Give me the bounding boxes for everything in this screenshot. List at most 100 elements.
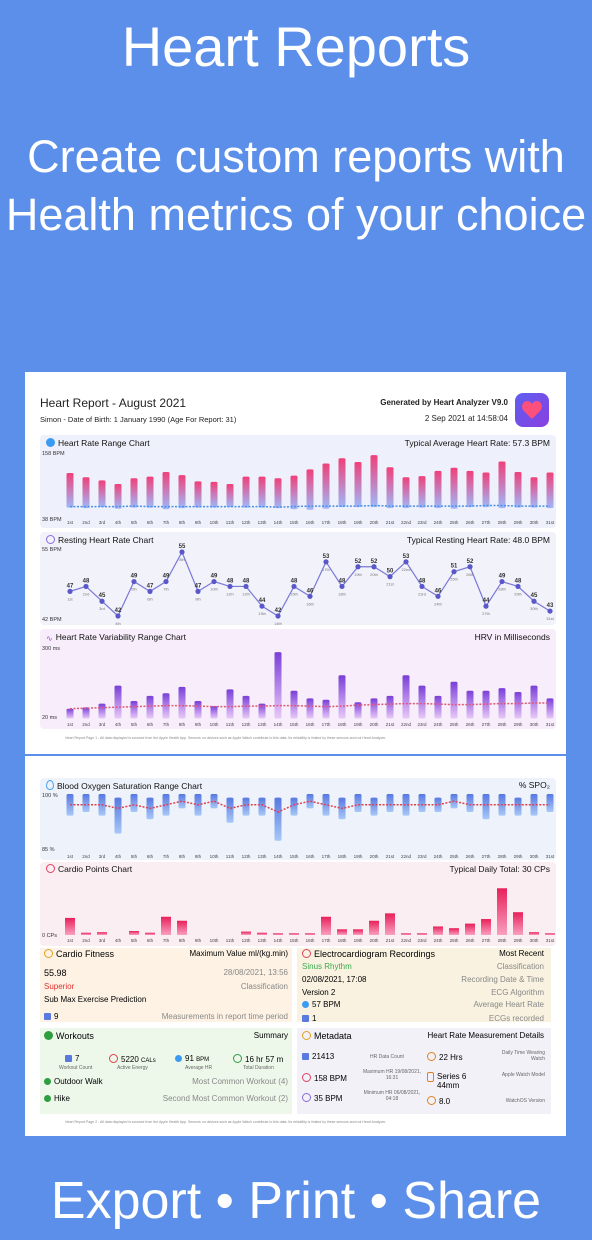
range-bar xyxy=(258,476,266,508)
x-tick-label: 10th xyxy=(210,722,219,727)
x-tick-label: 25th xyxy=(450,520,459,525)
gear-icon xyxy=(427,1096,436,1105)
chart-summary: Typical Average Heart Rate: 57.3 BPM xyxy=(404,438,550,448)
resting-hr-point xyxy=(291,583,297,590)
hero-subtitle: Create custom reports with Health metric… xyxy=(5,131,587,240)
x-tick-label: 5th xyxy=(131,520,138,525)
x-tick-label: 19th xyxy=(354,722,363,727)
blood-oxygen-chart: 1st 2nd 3rd 4th 5th 6th 7th 8th 9th 10th 11th 12th 1… xyxy=(66,794,555,859)
x-tick-label: 31st xyxy=(546,938,555,943)
x-tick-label: 17th xyxy=(322,938,331,943)
x-tick-label: 21st xyxy=(386,938,395,943)
x-tick-label: 20th xyxy=(370,572,378,577)
measurement-label: Measurements in report time period xyxy=(161,1012,288,1021)
hr-unit: BPM xyxy=(196,1057,210,1063)
average-line xyxy=(70,800,550,813)
ecg-version: Version 2 xyxy=(302,988,336,997)
data-label: 43 xyxy=(547,603,554,609)
data-label: 47 xyxy=(67,583,74,589)
x-tick-label: 25th xyxy=(450,722,459,727)
workout-2: Hike xyxy=(54,1094,71,1103)
x-tick-label: 7th xyxy=(163,854,170,859)
average-line xyxy=(70,504,550,508)
x-tick-label: 29th xyxy=(514,591,522,596)
x-tick-label: 25th xyxy=(450,854,459,859)
x-tick-label: 21st xyxy=(386,582,394,587)
range-bar xyxy=(130,701,138,719)
data-label: 42 xyxy=(275,608,282,614)
watch-model-label: Apple Watch Model xyxy=(501,1072,545,1078)
range-bar xyxy=(290,475,298,510)
data-label: 52 xyxy=(371,559,378,565)
resting-hr-point xyxy=(67,588,73,594)
section-right: Maximum Value ml/(kg.min) xyxy=(189,949,288,958)
resting-hr-point xyxy=(211,578,217,585)
x-tick-label: 15th xyxy=(290,938,299,943)
data-label: 48 xyxy=(83,578,90,584)
data-label: 51 xyxy=(451,564,458,570)
x-tick-label: 22nd xyxy=(401,938,412,943)
cardio-point-bar xyxy=(385,913,395,935)
range-bar xyxy=(274,652,282,719)
workouts-panel xyxy=(40,1028,292,1114)
range-bar xyxy=(274,797,282,841)
grid-icon xyxy=(302,1015,309,1022)
vo2-date: 28/08/2021, 13:56 xyxy=(223,968,288,977)
report-subject: Simon - Date of Birth: 1 January 1990 (A… xyxy=(40,415,237,424)
data-label: 48 xyxy=(419,578,426,584)
x-tick-label: 8th xyxy=(179,938,186,943)
data-label: 46 xyxy=(435,588,442,594)
resting-hr-point xyxy=(195,588,201,594)
x-tick-label: 7th xyxy=(163,722,170,727)
range-bar xyxy=(242,797,250,816)
x-tick-label: 3rd xyxy=(99,854,106,859)
x-tick-label: 16th xyxy=(306,601,314,606)
x-tick-label: 4th xyxy=(115,854,122,859)
range-bar xyxy=(418,476,426,508)
x-tick-label: 9th xyxy=(195,854,202,859)
x-tick-label: 5th xyxy=(131,854,138,859)
cardio-points-icon xyxy=(46,864,55,873)
cardio-point-bar xyxy=(289,933,299,935)
range-bar xyxy=(514,471,522,508)
x-tick-label: 2nd xyxy=(83,591,90,596)
chart-title: Blood Oxygen Saturation Range Chart xyxy=(57,781,203,791)
x-tick-label: 8th xyxy=(179,854,186,859)
data-label: 48 xyxy=(227,578,234,584)
range-bar xyxy=(530,685,538,719)
x-tick-label: 19th xyxy=(354,854,363,859)
x-tick-label: 31st xyxy=(546,854,555,859)
walk-icon xyxy=(44,1078,51,1085)
x-tick-label: 9th xyxy=(195,722,202,727)
x-tick-label: 17th xyxy=(322,722,331,727)
x-tick-label: 16th xyxy=(306,854,315,859)
drop-icon xyxy=(46,780,54,790)
x-tick-label: 3rd xyxy=(99,520,106,525)
watchos-version: 8.0 xyxy=(439,1097,451,1106)
min-hr-label: Minimum HR 06/08/2021, 04:18 xyxy=(363,1090,421,1102)
data-label: 49 xyxy=(131,574,138,580)
info-icon xyxy=(302,1031,311,1040)
x-tick-label: 28th xyxy=(498,854,507,859)
resting-hr-point xyxy=(115,613,121,619)
x-tick-label: 27th xyxy=(482,722,491,727)
range-bar xyxy=(162,471,170,510)
resting-hr-point xyxy=(547,608,553,614)
measurement-count: 9 xyxy=(54,1012,59,1021)
hr-data-count: 21413 xyxy=(312,1052,335,1061)
range-bar xyxy=(98,703,106,719)
range-bar xyxy=(130,794,138,812)
resting-hr-point xyxy=(371,564,377,570)
range-bar xyxy=(322,463,330,509)
x-tick-label: 28th xyxy=(498,587,506,592)
data-label: 49 xyxy=(211,574,218,580)
x-tick-label: 12th xyxy=(242,520,251,525)
range-bar xyxy=(306,794,314,809)
x-tick-label: 18th xyxy=(338,938,347,943)
range-bar xyxy=(114,797,122,834)
report-title: Heart Report - August 2021 xyxy=(40,396,187,410)
section-title: Electrocardiogram Recordings xyxy=(314,949,436,959)
range-bar xyxy=(370,455,378,508)
page-footnote: Heart Report Page 2 - All data displayed… xyxy=(65,1120,387,1124)
range-bar xyxy=(450,681,458,719)
